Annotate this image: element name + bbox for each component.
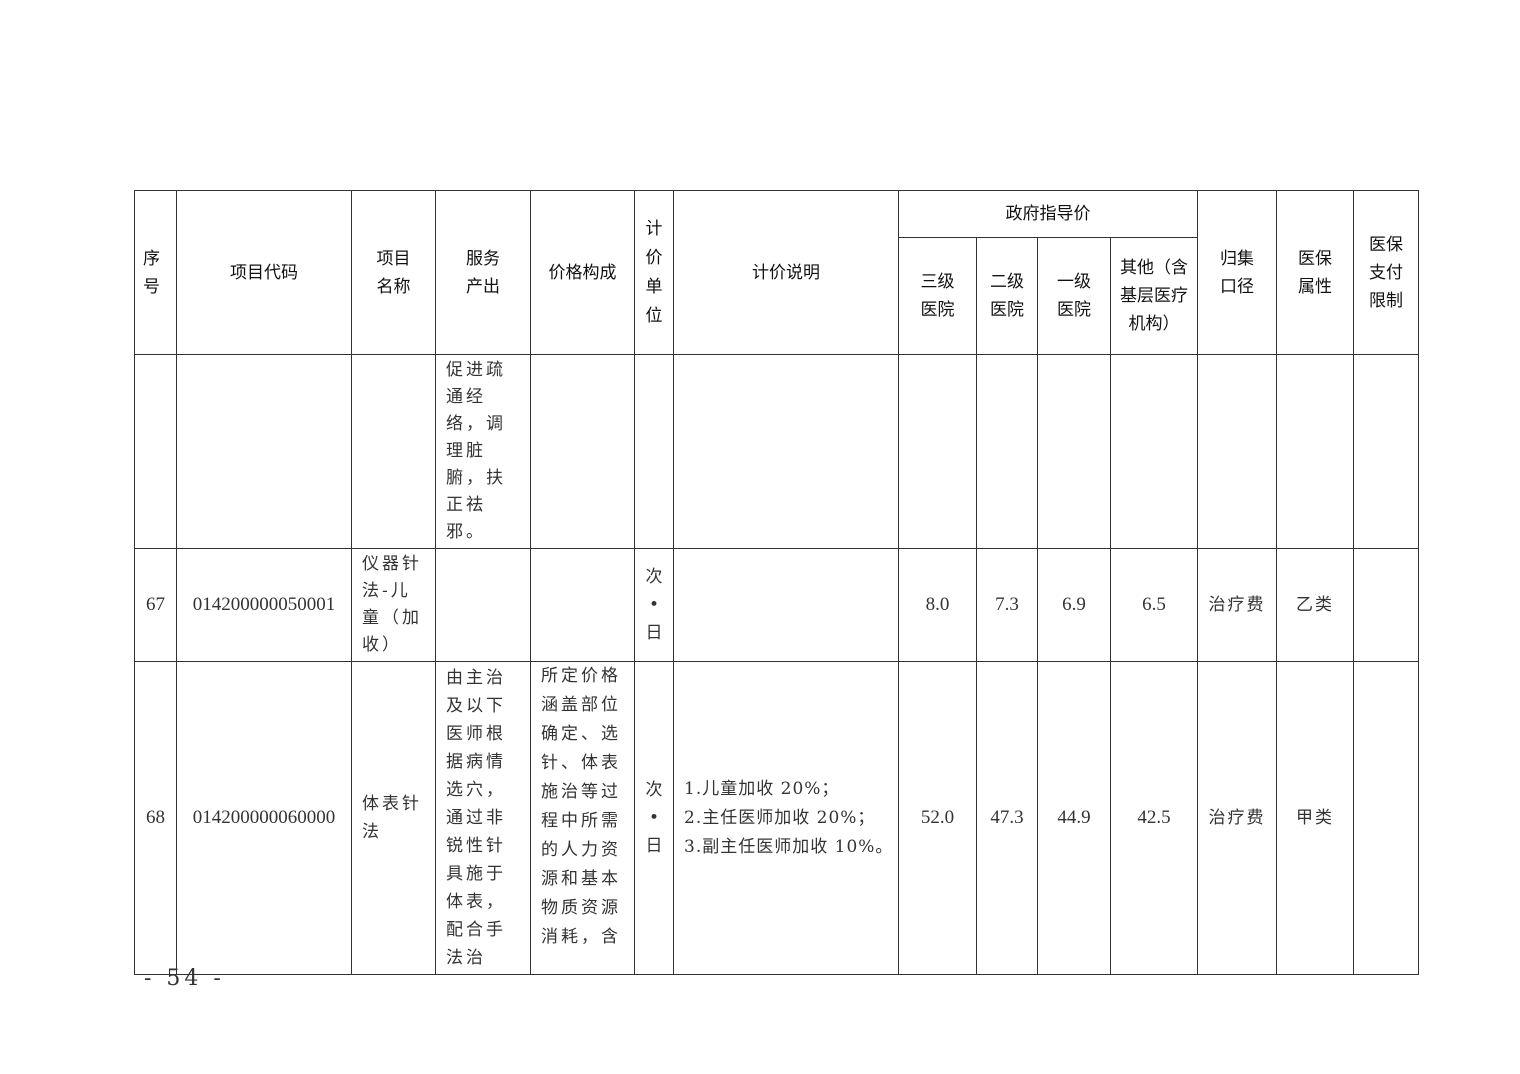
cell-composition: [530, 548, 635, 662]
header-seq: 序号: [134, 190, 177, 355]
cell-name: 仪器针法-儿童（加收）: [351, 548, 436, 662]
table-row: 促进疏通经络，调理脏腑，扶正祛邪。: [134, 354, 1419, 549]
cell-other: 42.5: [1110, 661, 1198, 975]
cell-insurance: 乙类: [1276, 548, 1354, 662]
header-unit: 计价单位: [634, 190, 674, 355]
header-limit: 医保支付限制: [1353, 190, 1419, 355]
cell-code: 014200000050001: [176, 548, 352, 662]
cell-tier2: 7.3: [976, 548, 1038, 662]
header-output: 服务产出: [435, 190, 531, 355]
header-tier3: 三级医院: [898, 237, 977, 355]
cell-output: 由主治及以下医师根据病情选穴，通过非锐性针具施于体表，配合手法治: [435, 661, 531, 975]
cell-name: 体表针法: [351, 661, 436, 975]
cell-other: [1110, 354, 1198, 549]
cell-composition: [530, 354, 635, 549]
cell-code: 014200000060000: [176, 661, 352, 975]
header-tier2: 二级医院: [976, 237, 1038, 355]
cell-notes: [673, 548, 899, 662]
header-notes: 计价说明: [673, 190, 899, 355]
header-insurance: 医保属性: [1276, 190, 1354, 355]
cell-seq: 67: [134, 548, 177, 662]
header-composition: 价格构成: [530, 190, 635, 355]
cell-category: 治疗费: [1197, 661, 1277, 975]
cell-tier1: [1037, 354, 1111, 549]
cell-tier1: 6.9: [1037, 548, 1111, 662]
table-row: 67 014200000050001 仪器针法-儿童（加收） 次•日 8.0 7…: [134, 548, 1419, 662]
header-code: 项目代码: [176, 190, 352, 355]
note-line: 3.副主任医师加收 10%。: [684, 836, 894, 857]
note-line: 1.儿童加收 20%；: [684, 778, 840, 799]
cell-tier3: [898, 354, 977, 549]
cell-tier3: 8.0: [898, 548, 977, 662]
cell-category: 治疗费: [1197, 548, 1277, 662]
header-tier1: 一级医院: [1037, 237, 1111, 355]
cell-insurance: 甲类: [1276, 661, 1354, 975]
cell-tier3: 52.0: [898, 661, 977, 975]
cell-unit: 次•日: [634, 548, 674, 662]
cell-output: 促进疏通经络，调理脏腑，扶正祛邪。: [435, 354, 531, 549]
price-table: 序号 项目代码 项目名称 服务产出 价格构成 计价单位 计价说明 政府指导价 归…: [134, 190, 1419, 975]
cell-code: [176, 354, 352, 549]
cell-seq: 68: [134, 661, 177, 975]
cell-output: [435, 548, 531, 662]
cell-insurance: [1276, 354, 1354, 549]
header-other: 其他（含基层医疗机构）: [1110, 237, 1198, 355]
cell-composition: 所定价格涵盖部位确定、选针、体表施治等过程中所需的人力资源和基本物质资源消耗，含: [530, 661, 635, 975]
cell-name: [351, 354, 436, 549]
header-category: 归集口径: [1197, 190, 1277, 355]
table-row: 68 014200000060000 体表针法 由主治及以下医师根据病情选穴，通…: [134, 661, 1419, 975]
note-line: 2.主任医师加收 20%；: [684, 807, 876, 828]
cell-tier2: [976, 354, 1038, 549]
cell-tier2: 47.3: [976, 661, 1038, 975]
cell-unit: [634, 354, 674, 549]
cell-seq: [134, 354, 177, 549]
cell-limit: [1353, 354, 1419, 549]
cell-limit: [1353, 661, 1419, 975]
cell-notes: 1.儿童加收 20%； 2.主任医师加收 20%； 3.副主任医师加收 10%。: [673, 661, 899, 975]
header-name: 项目名称: [351, 190, 436, 355]
cell-limit: [1353, 548, 1419, 662]
cell-other: 6.5: [1110, 548, 1198, 662]
cell-tier1: 44.9: [1037, 661, 1111, 975]
cell-unit: 次•日: [634, 661, 674, 975]
page-number: - 54 -: [144, 966, 225, 991]
cell-category: [1197, 354, 1277, 549]
header-gov-price: 政府指导价: [898, 190, 1198, 238]
cell-notes: [673, 354, 899, 549]
